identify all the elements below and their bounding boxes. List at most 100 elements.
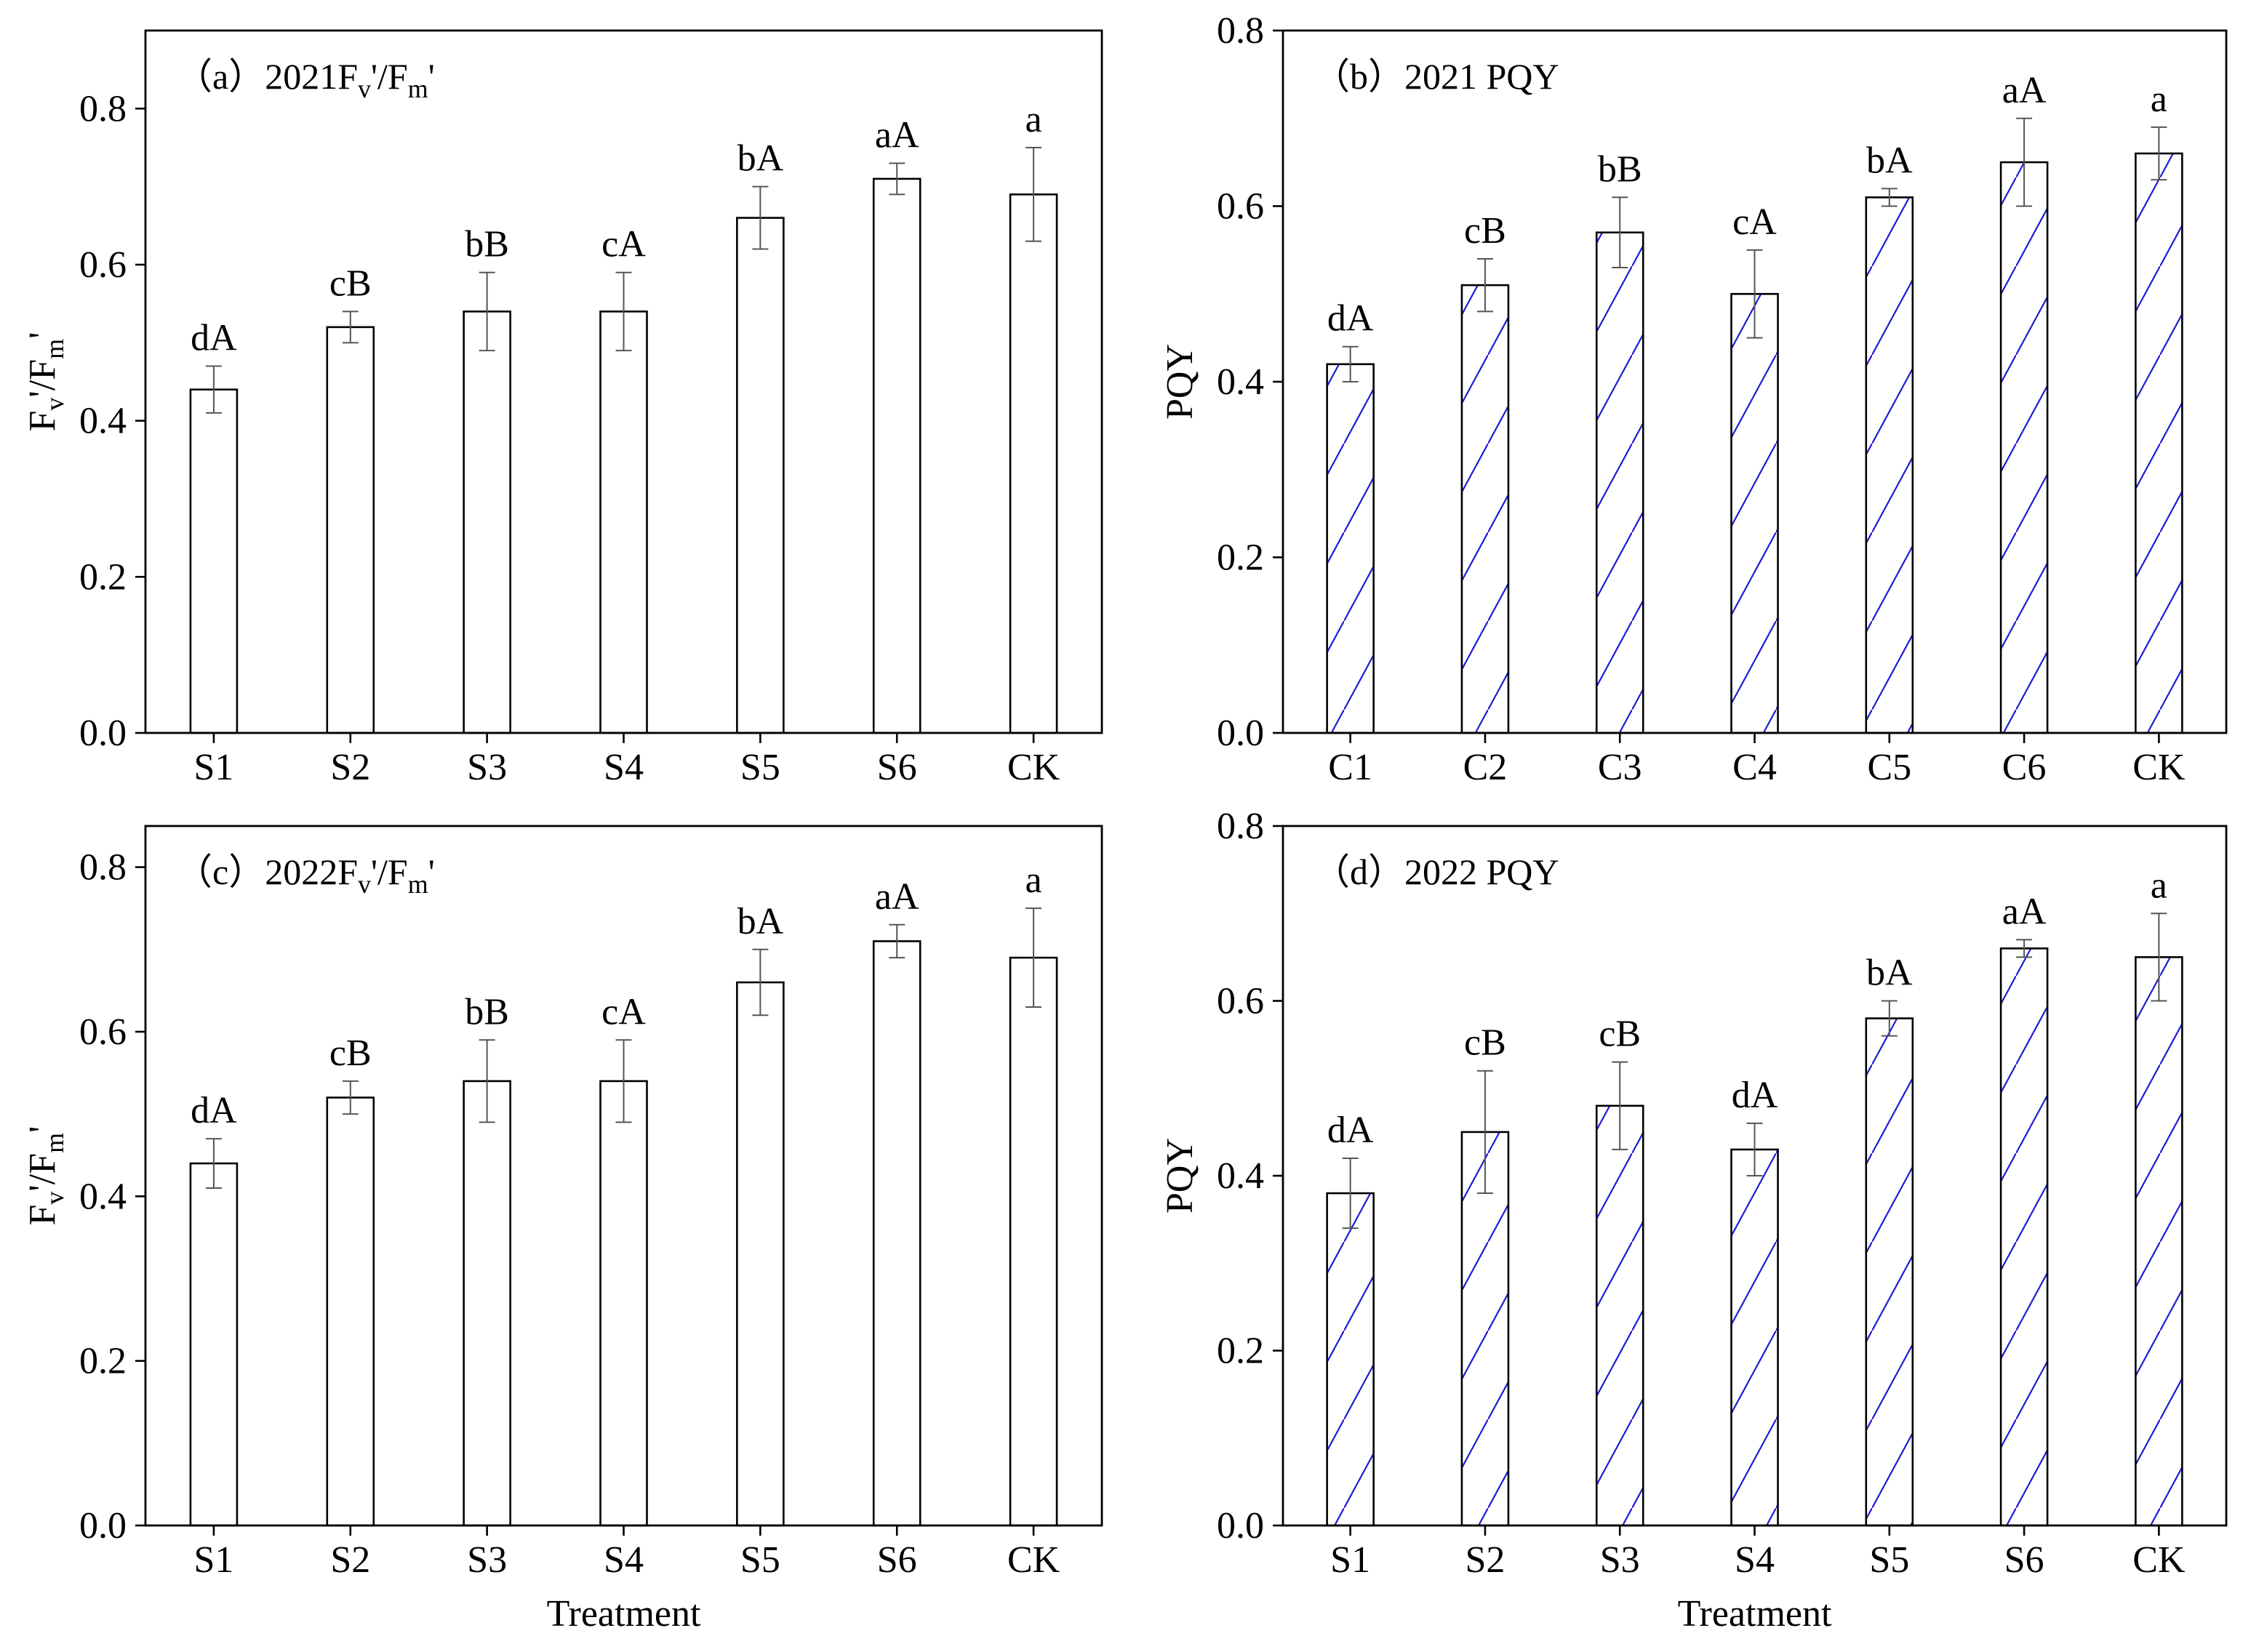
error-bar [889, 162, 905, 196]
error-bar [205, 365, 222, 414]
error-bar [2016, 939, 2033, 958]
error-bar [342, 1080, 359, 1115]
significance-letter: aA [875, 114, 919, 156]
significance-letter: dA [191, 1090, 237, 1131]
x-tick-label: S1 [1330, 1539, 1370, 1581]
x-tick-label: CK [1007, 747, 1060, 788]
x-tick-label: S3 [1600, 1539, 1640, 1581]
x-tick-label: C3 [1598, 747, 1642, 788]
panel-c-chart: dA S1 cB S2 bB S3 cA S4 bA S5 aA S6 a CK 0.0 0.2 0.4 0.6 0… [22, 825, 1103, 1635]
y-tick-label: 0.4 [79, 1176, 127, 1217]
bar-s6 [872, 177, 921, 734]
bar-s1 [1326, 1192, 1375, 1527]
error-bar [1881, 1000, 1898, 1037]
y-tick-label: 0.2 [1217, 1331, 1264, 1372]
bar-s4 [1730, 1148, 1779, 1527]
error-bar [1746, 249, 1763, 339]
y-tick-label: 0.6 [1217, 186, 1264, 228]
y-tick-label: 0.6 [79, 244, 127, 286]
significance-letter: bB [1598, 148, 1642, 190]
x-tick-label: C6 [2002, 747, 2047, 788]
significance-letter: cA [601, 224, 646, 265]
bar-c2 [1460, 284, 1510, 734]
error-bar [1025, 147, 1042, 242]
significance-letter: bA [1866, 140, 1913, 181]
error-bar [1881, 188, 1898, 207]
bar-c1 [1326, 363, 1375, 734]
significance-letter: a [1025, 99, 1042, 140]
panel-title: （b）2021 PQY [1314, 56, 1559, 97]
significance-letter: dA [1732, 1075, 1778, 1116]
x-tick-label: S2 [1465, 1539, 1505, 1581]
bar-s6 [1999, 947, 2049, 1527]
bar-c5 [1865, 196, 1914, 734]
bar-s5 [736, 217, 785, 734]
y-tick-label: 0.4 [1217, 1155, 1264, 1197]
significance-letter: bA [737, 901, 784, 942]
significance-letter: cB [1599, 1014, 1641, 1055]
bar-c4 [1730, 292, 1779, 734]
error-bar [2016, 117, 2033, 207]
error-bar [615, 1039, 632, 1123]
bar-s3 [463, 310, 511, 734]
error-bar [752, 948, 769, 1017]
y-tick-label: 0.8 [79, 847, 127, 889]
x-axis-label: Treatment [1678, 1593, 1832, 1635]
x-tick-label: S5 [740, 1539, 780, 1581]
significance-letter: bA [737, 138, 784, 180]
x-tick-label: S5 [740, 747, 780, 788]
error-bar [1476, 1070, 1493, 1195]
x-axis-label: Treatment [547, 1593, 701, 1635]
error-bar [615, 271, 632, 352]
error-bar [1342, 345, 1359, 382]
y-tick-label: 0.2 [79, 556, 127, 598]
x-tick-label: S1 [193, 1539, 233, 1581]
plot-frame [144, 29, 1103, 734]
significance-letter: aA [2002, 891, 2047, 932]
panel-title: （d）2022 PQY [1314, 851, 1559, 892]
x-tick-label: CK [1007, 1539, 1060, 1581]
error-bar [1342, 1157, 1359, 1230]
x-tick-label: S3 [467, 1539, 507, 1581]
error-bar [1746, 1122, 1763, 1176]
bar-s2 [326, 1096, 375, 1527]
panel-a-chart: dA S1 cB S2 bB S3 cA S4 bA S5 aA S6 a CK 0.0 0.2 0.4 0.6 0… [22, 29, 1103, 788]
x-tick-label: S2 [330, 747, 370, 788]
x-tick-label: S4 [604, 747, 644, 788]
significance-letter: dA [1327, 1110, 1374, 1151]
bar-s1 [189, 1162, 239, 1527]
significance-letter: a [2151, 865, 2167, 906]
y-tick-label: 0.8 [1217, 10, 1264, 52]
y-axis-label: PQY [1159, 344, 1201, 420]
y-axis-label: PQY [1159, 1138, 1201, 1214]
error-bar [1476, 257, 1493, 313]
y-tick-label: 0.4 [79, 401, 127, 442]
significance-letter: dA [1327, 298, 1374, 340]
x-tick-label: S3 [467, 747, 507, 788]
bar-s3 [1595, 1104, 1644, 1527]
panel-b-chart: dA C1 cB C2 bB C3 cA C4 bA C5 aA C6 a CK 0.0 0.2 0.4 0.6 0… [1159, 10, 2228, 788]
y-tick-label: 0.2 [79, 1341, 127, 1382]
error-bar [1025, 907, 1042, 1008]
y-tick-label: 0.0 [1217, 1505, 1264, 1547]
significance-letter: a [1025, 859, 1042, 901]
plot-frame [144, 825, 1103, 1527]
significance-letter: cA [1732, 201, 1777, 243]
y-tick-label: 0.4 [1217, 361, 1264, 403]
bar-s4 [599, 1080, 648, 1527]
x-tick-label: S6 [877, 747, 917, 788]
x-tick-label: C2 [1463, 747, 1508, 788]
error-bar [2151, 126, 2167, 181]
error-bar [479, 271, 495, 352]
x-tick-label: C5 [1867, 747, 1911, 788]
error-bar [889, 923, 905, 959]
bar-ck [1009, 193, 1058, 734]
significance-letter: cB [1464, 1022, 1506, 1064]
error-bar [752, 185, 769, 250]
error-bar [1612, 196, 1628, 269]
bar-s6 [872, 940, 921, 1527]
significance-letter: bA [1866, 953, 1913, 994]
y-tick-label: 0.6 [1217, 981, 1264, 1022]
bar-s4 [599, 310, 648, 734]
